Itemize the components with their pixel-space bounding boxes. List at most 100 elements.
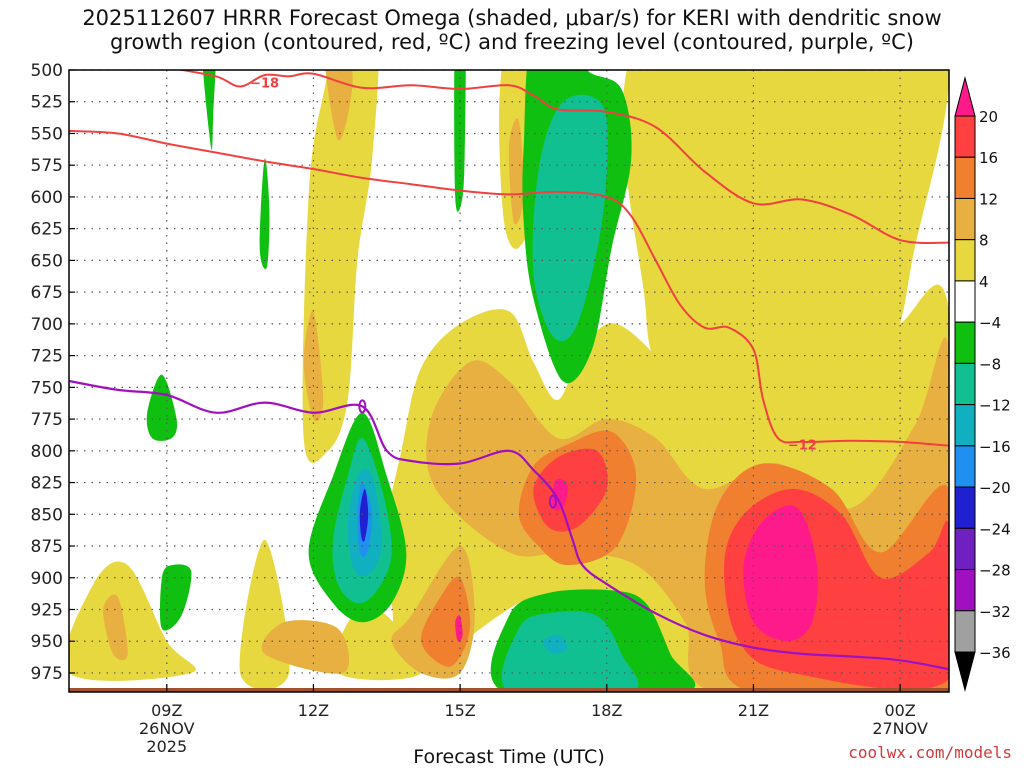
y-tick-label-875: 875 (31, 537, 63, 557)
omega-region-neg8-32 (501, 611, 639, 692)
x-tick-label-9-2: 2025 (146, 737, 187, 756)
omega-region-pos4-6 (622, 70, 949, 454)
omega-region-neg4-25 (160, 564, 192, 631)
y-tick-label-500: 500 (31, 61, 63, 81)
colorbar-bottom-triangle (954, 651, 976, 692)
y-tick-label-800: 800 (31, 442, 63, 462)
freezing-level-marker-1 (549, 494, 557, 509)
omega-region-pos4-2 (302, 70, 379, 463)
y-tick-label-575: 575 (31, 156, 63, 176)
omega-region-neg4-23 (259, 158, 270, 270)
x-tick-label-18-0: 18Z (591, 701, 622, 720)
colorbar-label-10: −24 (979, 520, 1011, 538)
colorbar: 20 16 12 8 4 −4 −8 −12 −16 −20 −24 −28 −32 −36 (954, 76, 1011, 692)
chart-title: 2025112607 HRRR Forecast Omega (shaded, … (0, 6, 1024, 54)
site-credit: coolwx.com/models (848, 743, 1012, 762)
y-tick-label-750: 750 (31, 378, 63, 398)
y-tick-label-700: 700 (31, 315, 63, 335)
colorbar-swatch-5 (954, 321, 976, 364)
colorbar-swatch-4 (954, 280, 976, 323)
omega-region-pos20-19 (743, 505, 818, 642)
colorbar-label-7: −12 (979, 397, 1011, 415)
axes: 500 525 550 575 600 625 650 675 700 725 750 775 800 8… (31, 61, 928, 756)
y-tick-label-650: 650 (31, 251, 63, 271)
freezing-level-line (69, 379, 949, 671)
omega-region-pos12-14 (420, 576, 471, 667)
omega-region-pos4-0 (69, 561, 196, 681)
omega-region-neg4-24 (146, 374, 178, 441)
omega-region-pos8-9 (508, 118, 524, 225)
y-tick-label-775: 775 (31, 410, 63, 430)
y-tick-label-850: 850 (31, 505, 63, 525)
colorbar-swatch-11 (954, 569, 976, 612)
colorbar-label-4: 4 (979, 273, 989, 291)
omega-region-pos20-21 (455, 615, 463, 642)
x-tick-label-24-0: 00Z (884, 701, 915, 720)
omega-region-pos16-17 (533, 448, 608, 532)
y-tick-label-525: 525 (31, 93, 63, 113)
y-tick-label-675: 675 (31, 283, 63, 303)
colorbar-label-12: −32 (979, 603, 1011, 621)
colorbar-label-5: −4 (979, 314, 1001, 332)
colorbar-swatch-9 (954, 486, 976, 529)
x-tick-label-15-0: 15Z (444, 701, 475, 720)
chart-title-line-1: 2025112607 HRRR Forecast Omega (shaded, … (82, 6, 942, 30)
omega-region-pos8-10 (103, 594, 128, 661)
y-tick-label-975: 975 (31, 664, 63, 684)
omega-region-neg12-34 (543, 634, 568, 655)
contour-lines: −18 −12 (69, 70, 949, 671)
omega-region-neg20-36 (359, 488, 369, 542)
omega-region-neg4-22 (202, 70, 216, 150)
omega-shading (69, 70, 949, 692)
grid-lines (69, 70, 949, 692)
colorbar-label-11: −28 (979, 562, 1011, 580)
isotherm-label-0: −18 (250, 77, 279, 92)
y-tick-label-825: 825 (31, 474, 63, 494)
x-tick-label-21-0: 21Z (738, 701, 769, 720)
colorbar-swatch-0 (954, 115, 976, 158)
omega-region-pos8-8 (325, 70, 353, 141)
x-axis-label: Forecast Time (UTC) (413, 746, 604, 768)
colorbar-label-3: 8 (979, 232, 989, 250)
freezing-level-marker-0 (358, 399, 367, 414)
colorbar-swatch-6 (954, 362, 976, 406)
colorbar-label-8: −16 (979, 438, 1011, 456)
x-tick-label-12-0: 12Z (298, 701, 329, 720)
colorbar-swatch-7 (954, 404, 976, 447)
colorbar-swatch-1 (954, 156, 976, 199)
colorbar-swatch-8 (954, 445, 976, 488)
colorbar-swatch-3 (954, 239, 976, 282)
colorbar-label-6: −8 (979, 355, 1001, 373)
x-tick-label-9-0: 09Z (151, 701, 182, 720)
y-tick-label-900: 900 (31, 569, 63, 589)
omega-region-pos8-7 (303, 310, 324, 422)
y-tick-label-625: 625 (31, 220, 63, 240)
colorbar-swatch-10 (954, 527, 976, 571)
y-tick-label-600: 600 (31, 188, 63, 208)
colorbar-label-0: 20 (979, 108, 998, 126)
chart-title-line-2: growth region (contoured, red, ºC) and f… (110, 30, 914, 54)
plot-frame (68, 69, 950, 693)
colorbar-label-9: −20 (979, 479, 1011, 497)
colorbar-top-triangle (954, 76, 976, 117)
colorbar-label-1: 16 (979, 149, 998, 167)
x-tick-label-24-1: 27NOV (872, 719, 928, 738)
ground-strip (69, 688, 949, 692)
colorbar-swatch-2 (954, 197, 976, 241)
y-tick-label-925: 925 (31, 600, 63, 620)
dgz-isotherm-line-1 (69, 129, 949, 447)
colorbar-swatch-12 (954, 610, 976, 653)
omega-region-neg8-30 (532, 94, 608, 342)
y-tick-label-725: 725 (31, 347, 63, 367)
omega-region-neg4-26 (454, 70, 466, 212)
omega-region-pos4-1 (239, 539, 290, 690)
y-tick-label-950: 950 (31, 632, 63, 652)
x-tick-label-9-1: 26NOV (139, 719, 195, 738)
colorbar-label-13: −36 (979, 644, 1011, 662)
omega-region-pos8-11 (261, 620, 350, 674)
colorbar-label-2: 12 (979, 190, 998, 208)
isotherm-label-2: −12 (788, 438, 817, 453)
dgz-isotherm-line-0 (175, 70, 949, 244)
y-tick-label-550: 550 (31, 124, 63, 144)
